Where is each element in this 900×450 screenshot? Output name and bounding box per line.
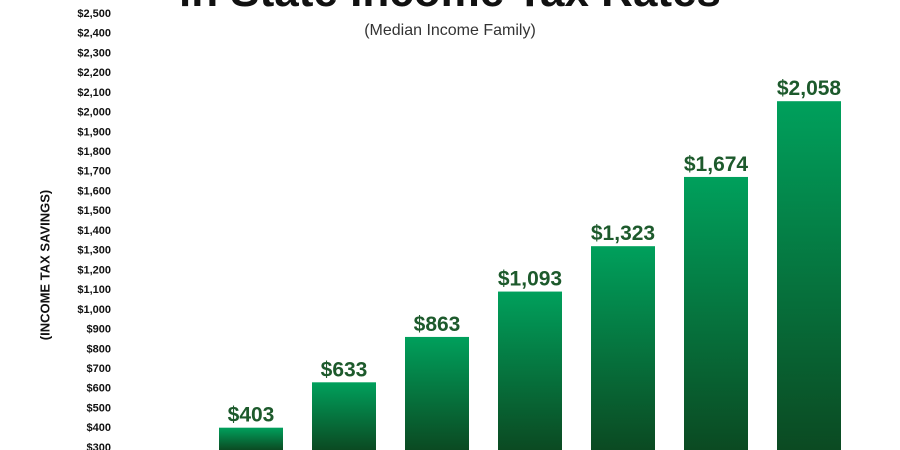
y-tick-label: $800 [87, 343, 111, 355]
y-tick-label: $1,600 [77, 185, 111, 197]
y-tick-label: $600 [87, 383, 111, 395]
y-tick-label: $1,300 [77, 245, 111, 257]
y-axis-label: (INCOME TAX SAVINGS) [37, 190, 52, 340]
chart-subtitle: (Median Income Family) [364, 22, 536, 39]
value-label: $1,323 [591, 222, 655, 245]
y-tick-label: $1,400 [77, 225, 111, 237]
bar [219, 427, 283, 450]
value-label: $1,674 [684, 153, 749, 176]
y-tick-label: $1,100 [77, 284, 111, 296]
value-label: $863 [414, 313, 461, 336]
y-tick-label: $2,400 [77, 28, 111, 40]
y-tick-label: $1,000 [77, 304, 111, 316]
chart-title: in State Income Tax Rates [179, 0, 721, 16]
y-tick-label: $1,500 [77, 205, 111, 217]
y-tick-label: $2,300 [77, 47, 111, 59]
value-label: $1,093 [498, 268, 562, 291]
y-tick-label: $400 [87, 422, 111, 434]
y-tick-label: $500 [87, 402, 111, 414]
y-tick-label: $300 [87, 442, 111, 450]
y-tick-label: $2,500 [77, 8, 111, 20]
y-tick-label: $1,800 [77, 146, 111, 158]
y-tick-label: $1,900 [77, 126, 111, 138]
bar [777, 101, 841, 450]
value-label: $633 [321, 358, 368, 381]
y-tick-label: $2,200 [77, 67, 111, 79]
bar [591, 246, 655, 450]
y-tick-label: $2,000 [77, 107, 111, 119]
bar [684, 176, 748, 450]
value-label: $403 [228, 404, 275, 427]
y-tick-label: $700 [87, 363, 111, 375]
y-tick-label: $1,700 [77, 166, 111, 178]
value-label: $2,058 [777, 77, 842, 100]
y-tick-label: $1,200 [77, 264, 111, 276]
bar [312, 382, 376, 450]
bar [498, 291, 562, 450]
bar [405, 336, 469, 450]
y-tick-label: $900 [87, 324, 111, 336]
y-tick-label: $2,100 [77, 87, 111, 99]
